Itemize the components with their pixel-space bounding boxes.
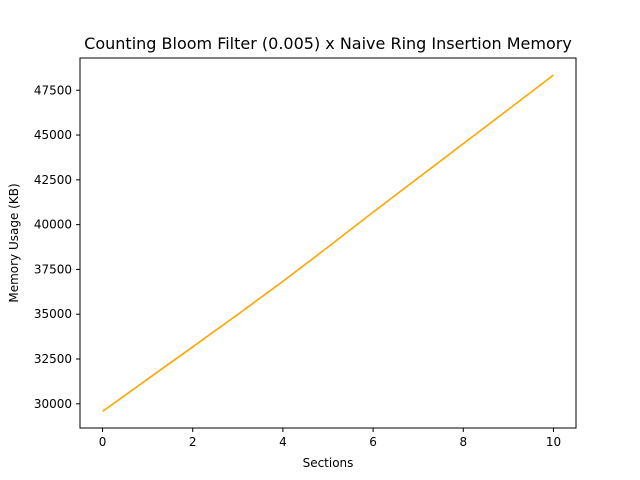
y-tick-label: 40000 (34, 218, 72, 232)
y-tick-label: 32500 (34, 352, 72, 366)
y-axis-ticks: 30000 32500 35000 37500 40000 42500 45000 47500 (34, 83, 80, 411)
x-tick-label: 2 (189, 435, 197, 449)
x-tick-label: 10 (546, 435, 561, 449)
x-tick-label: 4 (279, 435, 287, 449)
y-tick-label: 47500 (34, 83, 72, 97)
x-tick-label: 6 (369, 435, 377, 449)
y-tick-label: 35000 (34, 307, 72, 321)
y-tick-label: 45000 (34, 128, 72, 142)
series-line (102, 74, 554, 412)
y-tick-label: 30000 (34, 397, 72, 411)
x-tick-label: 8 (459, 435, 467, 449)
chart-title: Counting Bloom Filter (0.005) x Naive Ri… (84, 34, 572, 53)
x-tick-label: 0 (99, 435, 107, 449)
y-axis-label: Memory Usage (KB) (7, 183, 21, 302)
series-layer (102, 74, 554, 412)
axes-frame (79, 57, 577, 429)
y-tick-label: 42500 (34, 173, 72, 187)
y-tick-label: 37500 (34, 262, 72, 276)
x-axis-ticks: 0 2 4 6 8 10 (99, 428, 561, 449)
x-axis-label: Sections (303, 456, 354, 470)
